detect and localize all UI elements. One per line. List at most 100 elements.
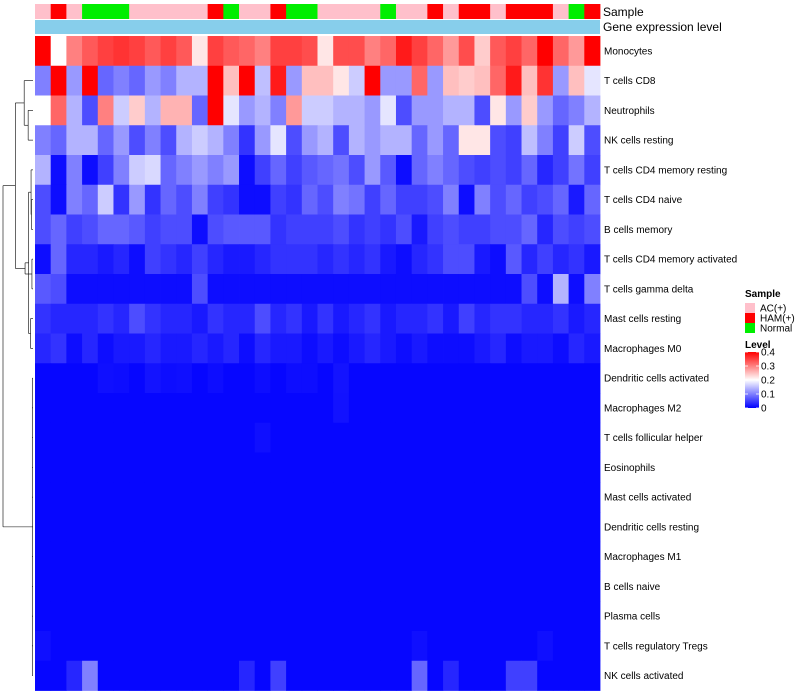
sample-annotation-cell (50, 4, 67, 19)
heatmap-cell (35, 155, 52, 186)
heatmap-cell (286, 541, 303, 572)
heatmap-cell (552, 452, 570, 483)
heatmap-cell (317, 601, 334, 632)
heatmap-cell (286, 184, 303, 215)
row-label: Dendritic cells activated (604, 374, 709, 385)
heatmap-cell (490, 274, 507, 305)
heatmap-cell (144, 95, 161, 126)
heatmap-cell (490, 65, 507, 96)
heatmap-cell (254, 660, 271, 691)
heatmap-cell (270, 333, 287, 364)
heatmap-cell (364, 214, 381, 245)
heatmap-cell (50, 125, 67, 156)
heatmap-cell (223, 184, 240, 215)
heatmap-cell (50, 571, 67, 602)
heatmap-cell (443, 452, 460, 483)
heatmap-cell (458, 363, 475, 394)
heatmap-cell (97, 95, 114, 126)
heatmap-cell (207, 274, 224, 305)
heatmap-cell (380, 541, 397, 572)
heatmap-cell (113, 244, 130, 275)
heatmap-cell (301, 184, 318, 215)
sample-annotation-cell (458, 4, 475, 19)
heatmap-cell (333, 631, 350, 662)
heatmap-cell (537, 36, 554, 67)
heatmap-cell (443, 65, 460, 96)
heatmap-cell (176, 422, 193, 453)
heatmap-cell (176, 363, 193, 394)
heatmap-cell (505, 274, 522, 305)
heatmap-cell (552, 184, 570, 215)
heatmap-cell (458, 333, 475, 364)
heatmap-cell (568, 274, 585, 305)
heatmap-cell (333, 155, 350, 186)
heatmap-cell (395, 512, 413, 543)
heatmap-cell (490, 631, 507, 662)
heatmap-cell (505, 422, 522, 453)
heatmap-cell (317, 363, 334, 394)
heatmap-cell (474, 36, 491, 67)
heatmap-cell (254, 155, 271, 186)
heatmap-cell (160, 65, 177, 96)
heatmap-cell (301, 512, 318, 543)
heatmap-cell (505, 95, 522, 126)
heatmap-cell (207, 512, 224, 543)
sample-annotation-cell (97, 4, 114, 19)
heatmap-cell (270, 571, 287, 602)
heatmap-cell (97, 214, 114, 245)
heatmap-cell (207, 333, 224, 364)
heatmap-cell (50, 244, 67, 275)
heatmap-cell (301, 155, 318, 186)
heatmap-cell (552, 274, 570, 305)
heatmap-cell (552, 541, 570, 572)
heatmap-cell (411, 660, 428, 691)
heatmap-cell (254, 482, 271, 513)
heatmap-cell (568, 660, 585, 691)
heatmap-cell (286, 65, 303, 96)
heatmap-cell (35, 65, 52, 96)
heatmap-cell (521, 601, 538, 632)
sample-legend-swatch (745, 323, 755, 333)
heatmap-cell (66, 393, 83, 424)
heatmap-cell (286, 631, 303, 662)
heatmap-cell (427, 184, 444, 215)
heatmap-cell (286, 393, 303, 424)
heatmap-cell (490, 541, 507, 572)
sample-annotation-cell (505, 4, 522, 19)
heatmap-cell (82, 214, 99, 245)
heatmap-cell (474, 303, 491, 334)
heatmap-cell (364, 631, 381, 662)
heatmap-cell (490, 660, 507, 691)
level-color-bar (745, 352, 759, 408)
heatmap-cell (333, 660, 350, 691)
sample-annotation-cell (176, 4, 193, 19)
heatmap-cell (207, 422, 224, 453)
heatmap-cell (286, 571, 303, 602)
heatmap-cell (66, 631, 83, 662)
heatmap-cell (270, 155, 287, 186)
heatmap-cell (521, 363, 538, 394)
row-label: Dendritic cells resting (604, 522, 699, 533)
heatmap-cell (50, 303, 67, 334)
heatmap-cell (207, 155, 224, 186)
heatmap-cell (113, 274, 130, 305)
heatmap-cell (50, 36, 67, 67)
heatmap-cell (537, 452, 554, 483)
heatmap-cell (176, 333, 193, 364)
row-label: Neutrophils (604, 106, 655, 117)
heatmap-cell (521, 95, 538, 126)
heatmap-cell (286, 363, 303, 394)
heatmap-cell (395, 244, 413, 275)
heatmap-cell (411, 571, 428, 602)
heatmap-cell (537, 333, 554, 364)
heatmap-cell (348, 512, 365, 543)
heatmap-cell (521, 660, 538, 691)
sample-annotation-cell (317, 4, 334, 19)
heatmap-cell (144, 184, 161, 215)
heatmap-cell (207, 65, 224, 96)
heatmap-cell (521, 541, 538, 572)
heatmap-cell (348, 363, 365, 394)
sample-legend-swatch (745, 313, 755, 323)
heatmap-cell (317, 333, 334, 364)
heatmap-cell (223, 125, 240, 156)
